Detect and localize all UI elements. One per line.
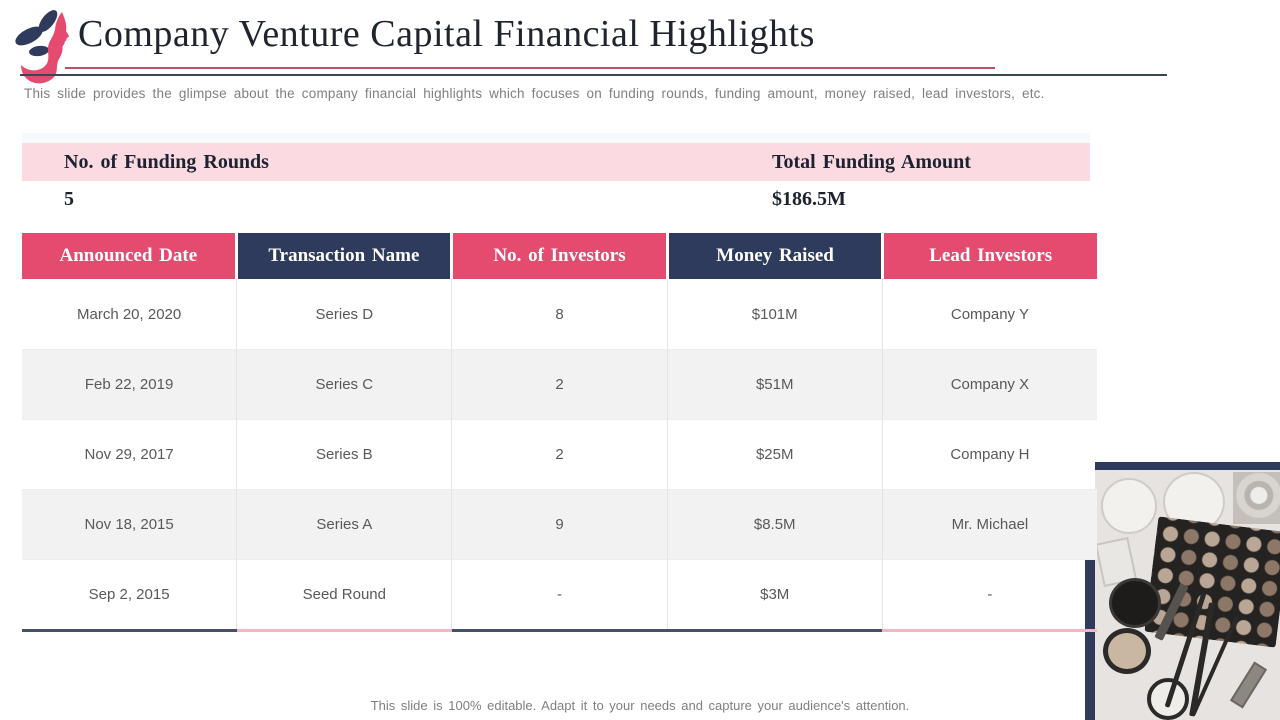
compact-shape	[1109, 578, 1161, 628]
table-row: Nov 29, 2017 Series B 2 $25M Company H	[22, 419, 1097, 489]
table-header-row: Announced Date Transaction Name No. of I…	[22, 233, 1097, 279]
table-cell: Feb 22, 2019	[84, 376, 174, 393]
table-cell: -	[881, 560, 1097, 629]
table-cell: Series C	[236, 350, 451, 419]
table-cell: Sep 2, 2015	[88, 586, 170, 603]
table-bottom-border	[22, 629, 1097, 632]
table-cell: Series A	[236, 490, 451, 559]
table-cell: Mr. Michael	[881, 490, 1097, 559]
table-cell: Company H	[881, 420, 1097, 489]
table-cell: Company Y	[881, 279, 1097, 349]
candle-shape	[1101, 478, 1157, 534]
table-cell: 2	[451, 350, 666, 419]
beauty-logo-icon	[15, 10, 69, 84]
table-cell: Nov 29, 2017	[84, 446, 174, 463]
table-cell: Seed Round	[236, 560, 451, 629]
table-cell: Nov 18, 2015	[84, 516, 174, 533]
summary-values-row: 5 $186.5M	[22, 181, 1090, 217]
column-header-money-raised: Money Raised	[665, 233, 882, 279]
table-cell: -	[451, 560, 666, 629]
column-header-lead-investors: Lead Investors	[881, 233, 1097, 279]
table-row: Feb 22, 2019 Series C 2 $51M Company X	[22, 349, 1097, 419]
summary-header-band: No. of Funding Rounds Total Funding Amou…	[22, 143, 1090, 181]
silver-box-shape	[1233, 472, 1280, 524]
table-cell: March 20, 2020	[76, 305, 182, 323]
summary-label-total-funding: Total Funding Amount	[772, 150, 971, 173]
page-title: Company Venture Capital Financial Highli…	[78, 13, 815, 55]
column-header-no-of-investors: No. of Investors	[450, 233, 666, 279]
table-cell: Series D	[236, 279, 451, 349]
table-cell: $8.5M	[666, 490, 882, 559]
footer-note: This slide is 100% editable. Adapt it to…	[370, 698, 910, 713]
summary-top-shade	[22, 133, 1090, 143]
title-underline-pink	[65, 67, 995, 69]
table-row: Sep 2, 2015 Seed Round - $3M -	[22, 559, 1097, 629]
table-cell: 9	[451, 490, 666, 559]
summary-value-total-funding: $186.5M	[772, 187, 846, 210]
financials-table: Announced Date Transaction Name No. of I…	[22, 233, 1097, 632]
compact-shape	[1103, 628, 1151, 674]
summary-label-funding-rounds: No. of Funding Rounds	[64, 150, 269, 173]
table-cell: Company X	[881, 350, 1097, 419]
photo-top-bar	[1095, 462, 1280, 470]
table-cell: 2	[451, 420, 666, 489]
column-header-announced-date: Announced Date	[22, 233, 235, 279]
table-cell: $101M	[666, 279, 882, 349]
table-row: Nov 18, 2015 Series A 9 $8.5M Mr. Michae…	[22, 489, 1097, 559]
table-cell: $3M	[666, 560, 882, 629]
summary-value-funding-rounds: 5	[64, 187, 74, 210]
table-cell: Series B	[236, 420, 451, 489]
column-header-transaction-name: Transaction Name	[234, 233, 451, 279]
table-row: March 20, 2020 Series D 8 $101M Company …	[22, 279, 1097, 349]
makeup-photo	[1095, 462, 1280, 720]
slide-description: This slide provides the glimpse about th…	[24, 86, 1045, 101]
table-cell: $25M	[666, 420, 882, 489]
title-underline-dark	[20, 74, 1167, 76]
table-cell: 8	[451, 279, 666, 349]
table-cell: $51M	[666, 350, 882, 419]
